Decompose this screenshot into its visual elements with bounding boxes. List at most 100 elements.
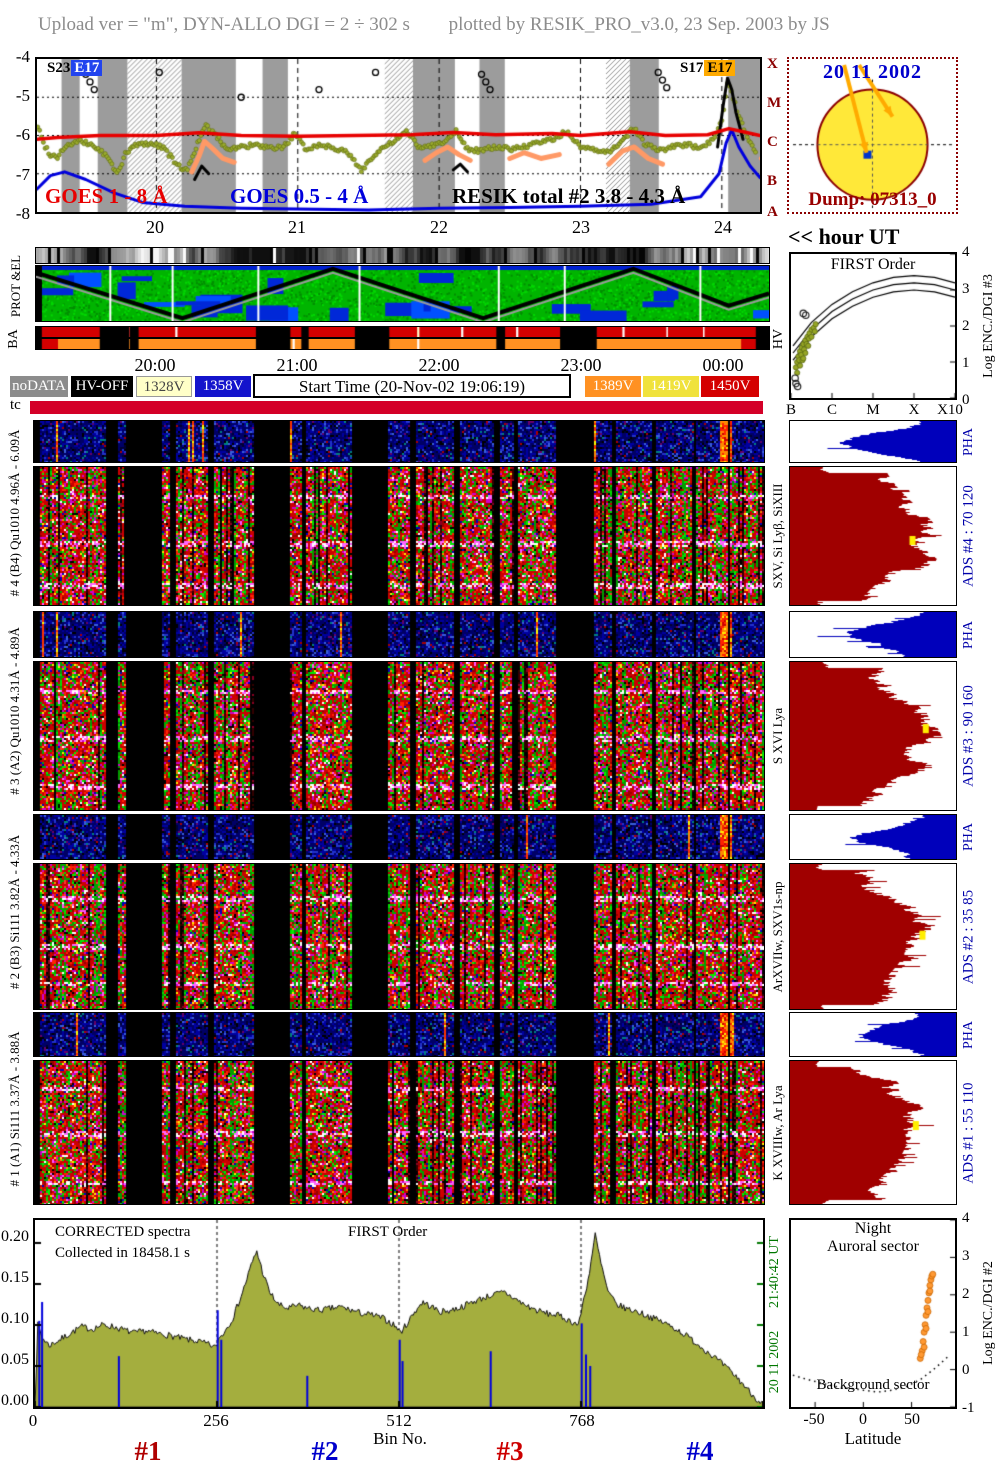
first-order-right-axis-label: Log ENC./DGI #3 (981, 274, 996, 378)
first-order-x-label: X (908, 402, 920, 418)
night-right-tick: 4 (962, 1210, 970, 1226)
time-tick: 20:00 (134, 355, 176, 375)
goes-class-letter: A (767, 204, 778, 220)
tc-label: tc (10, 397, 21, 413)
channel-1-line-label: K XVIIIw, Ar Lya (770, 1084, 785, 1181)
goes-x-tick: 23 (572, 217, 590, 237)
hv-strip-row2 (35, 338, 770, 350)
segment-label-#1: #1 (134, 1436, 162, 1466)
legend-item-noDATA: noDATA (10, 376, 68, 397)
goes-x-tick: 22 (430, 217, 448, 237)
goes-class-letter: C (767, 134, 778, 150)
goes-class-letter: M (767, 95, 782, 111)
solar-disk-panel: 20 11 2002 Dump: 07313_0 (787, 57, 958, 214)
spectra-y-tick: 0.05 (1, 1351, 29, 1368)
flare-date: 20 11 2002 (823, 61, 922, 83)
channel-2-pha-label: PHA (961, 822, 976, 852)
first-order-right-tick: 4 (962, 244, 970, 260)
channel-3-pha-strip (33, 611, 765, 658)
corrected-spectra-plot (33, 1218, 765, 1409)
prot-el-axis-label: PROT &EL (8, 254, 23, 318)
first-order-title: FIRST Order (830, 256, 916, 273)
spectra-x-tick: 768 (569, 1411, 595, 1430)
channel-4-spectrogram (33, 466, 765, 606)
channel-2-pha-histogram (789, 814, 957, 860)
first-order-right-tick: 0 (962, 392, 970, 408)
first-order-right-tick: 3 (962, 281, 970, 297)
tc-strip (30, 401, 763, 414)
hour-ut-label: << hour UT (788, 224, 900, 249)
channel-3-left-label: # 3 (A2) Qu1010 4.31Å - 4.89Å (7, 627, 22, 795)
channel-3-ads-histogram (789, 661, 957, 811)
hv-axis-label: HV (771, 328, 786, 350)
start-time-box: Start Time (20-Nov-02 19:06:19) (253, 374, 571, 398)
collected-time-label: Collected in 18458.1 s (55, 1245, 190, 1261)
flare2-coord-highlight: E17 (704, 60, 736, 76)
channel-3-ads-label: ADS #3 : 90 160 (960, 685, 977, 787)
goes-05-4-series-label: GOES 0.5 - 4 Å (230, 184, 369, 208)
legend-item-1419V: 1419V (643, 376, 699, 397)
time-tick: 22:00 (418, 355, 460, 375)
night-x-tick: 0 (859, 1411, 867, 1428)
bin-no-axis-label: Bin No. (373, 1429, 427, 1448)
night-x-tick: 50 (904, 1411, 920, 1428)
time-tick: 23:00 (560, 355, 602, 375)
goes-x-tick: 21 (288, 217, 306, 237)
first-order-x-label: B (785, 402, 797, 418)
goes-y-tick: -4 (15, 47, 30, 66)
first-order-right-tick: 1 (962, 355, 970, 371)
channel-1-pha-label: PHA (961, 1020, 976, 1049)
channel-3-pha-label: PHA (961, 620, 976, 649)
latitude-axis-label: Latitude (844, 1429, 902, 1448)
goes-y-tick: -5 (15, 86, 30, 105)
night-title: Night (854, 1220, 892, 1237)
flare1-coord: S23 (47, 60, 71, 76)
goes-class-letter: B (767, 173, 778, 189)
goes-y-tick: -8 (15, 204, 30, 223)
header-plotted-by: plotted by RESIK_PRO_v3.0, 23 Sep. 2003 … (448, 14, 830, 35)
channel-3-pha-histogram (789, 611, 957, 658)
corrected-spectra-label: CORRECTED spectra (55, 1224, 191, 1240)
segment-label-#4: #4 (686, 1436, 714, 1466)
auroral-sector-title: Auroral sector (827, 1238, 919, 1255)
first-order-right-tick: 2 (962, 318, 970, 334)
channel-2-left-label: # 2 (B3) Si111 3.82Å - 4.33Å (7, 834, 22, 990)
first-order-bottom-label: FIRST Order (348, 1224, 428, 1240)
legend-item-HV-OFF: HV-OFF (71, 376, 133, 397)
flare1-coord-highlight: E17 (71, 60, 103, 76)
hv-strip-row1 (35, 326, 770, 338)
channel-4-pha-label: PHA (961, 427, 976, 456)
channel-3-line-label: S XVI Lya (770, 707, 785, 765)
flare2-coord: S17 (680, 60, 704, 76)
ba-axis-label: BA (6, 329, 21, 349)
spectra-y-tick: 0.10 (1, 1310, 29, 1327)
first-order-x-label: X10 (937, 402, 963, 418)
channel-2-ads-label: ADS #2 : 35 85 (960, 889, 977, 984)
legend-item-1389V: 1389V (585, 376, 641, 397)
legend-item-1358V: 1358V (195, 376, 251, 397)
spectra-y-tick: 0.15 (1, 1269, 29, 1286)
channel-2-ads-histogram (789, 863, 957, 1010)
solar-disk-canvas (789, 59, 956, 212)
night-right-tick: 3 (962, 1248, 970, 1264)
time-tick: 00:00 (702, 355, 744, 375)
night-right-tick: -1 (962, 1400, 975, 1416)
channel-4-ads-histogram (789, 466, 957, 606)
flare2-location: S17 E17 (680, 60, 736, 77)
end-date-label: 20 11 2002 (767, 1330, 782, 1394)
goes-lightcurve-plot (35, 57, 762, 214)
night-right-tick: 0 (962, 1362, 970, 1378)
goes-x-tick: 20 (146, 217, 164, 237)
goes-y-tick: -6 (15, 125, 30, 144)
dump-id: Dump: 07313_0 (808, 189, 937, 210)
channel-3-spectrogram (33, 661, 765, 811)
channel-4-left-label: # 4 (B4) Qu1010 4.96Å - 6.09Å (7, 429, 22, 597)
night-right-axis-label: Log ENC./DGI #2 (981, 1261, 996, 1365)
spectra-y-tick: 0.00 (1, 1392, 29, 1409)
night-right-tick: 2 (962, 1286, 970, 1302)
first-order-x-label: C (826, 402, 838, 418)
channel-1-spectrogram (33, 1060, 765, 1205)
header-upload-info: Upload ver = "m", DYN-ALLO DGI = 2 ÷ 302… (38, 14, 410, 35)
segment-label-#3: #3 (496, 1436, 524, 1466)
